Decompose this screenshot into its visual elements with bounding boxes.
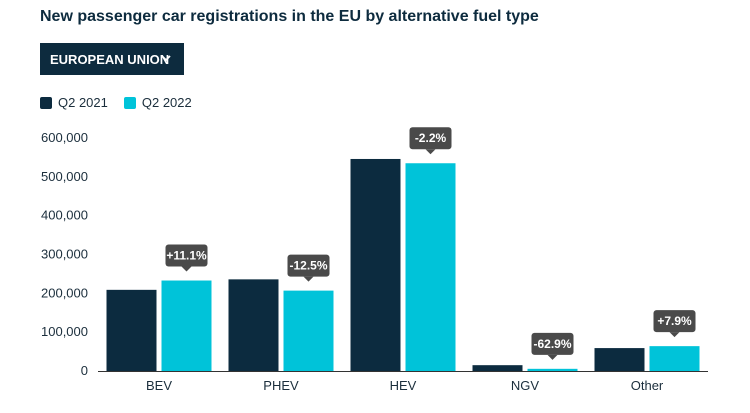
legend-label: Q2 2021 <box>58 95 108 110</box>
legend-label: Q2 2022 <box>141 95 192 110</box>
y-tick-label: 200,000 <box>41 285 88 300</box>
bar-q2-2022 <box>405 163 456 371</box>
change-label: -12.5% <box>289 259 327 273</box>
bar-q2-2021 <box>594 348 645 371</box>
bar-q2-2021 <box>106 289 157 371</box>
change-label-box <box>165 244 208 267</box>
bar-q2-2021 <box>472 365 523 371</box>
change-label: +7.9% <box>657 314 692 328</box>
legend-item-q2-2021[interactable]: Q2 2021 <box>40 95 108 110</box>
region-select-value: EUROPEAN UNION <box>50 51 170 67</box>
bar-q2-2021 <box>350 158 401 371</box>
x-tick-label: Other <box>631 378 664 393</box>
change-label-box <box>409 127 452 150</box>
change-label: -62.9% <box>533 337 571 351</box>
x-tick-label: BEV <box>146 378 172 393</box>
y-tick-label: 0 <box>81 363 88 378</box>
change-label-pointer <box>547 354 558 360</box>
change-label-box <box>531 332 574 355</box>
change-label: +11.1% <box>166 249 207 263</box>
change-label-pointer <box>303 276 314 282</box>
x-tick-label: PHEV <box>263 378 299 393</box>
legend-swatch <box>123 96 136 109</box>
legend-swatch <box>40 96 52 109</box>
chart-title: New passenger car registrations in the E… <box>40 8 539 25</box>
change-label-box <box>653 310 696 333</box>
chevron-down-icon <box>161 55 171 62</box>
y-tick-label: 400,000 <box>41 208 88 223</box>
bar-q2-2021 <box>228 279 279 371</box>
x-tick-label: NGV <box>511 378 540 393</box>
y-tick-label: 500,000 <box>41 169 88 184</box>
change-label-pointer <box>425 149 436 155</box>
bar-q2-2022 <box>283 290 334 371</box>
bar-q2-2022 <box>527 368 578 371</box>
y-tick-label: 300,000 <box>41 247 88 262</box>
x-tick-label: HEV <box>390 378 417 393</box>
legend: Q2 2021 Q2 2022 <box>40 95 208 110</box>
region-select[interactable]: EUROPEAN UNION <box>40 43 184 75</box>
y-tick-label: 600,000 <box>41 130 88 145</box>
change-label-pointer <box>669 332 680 338</box>
change-label-pointer <box>181 266 192 272</box>
change-label-box <box>287 254 330 277</box>
y-tick-label: 100,000 <box>41 324 88 339</box>
legend-item-q2-2022[interactable]: Q2 2022 <box>123 95 192 110</box>
bar-q2-2022 <box>649 346 700 371</box>
change-label: -2.2% <box>415 131 447 145</box>
bar-q2-2022 <box>161 280 212 371</box>
